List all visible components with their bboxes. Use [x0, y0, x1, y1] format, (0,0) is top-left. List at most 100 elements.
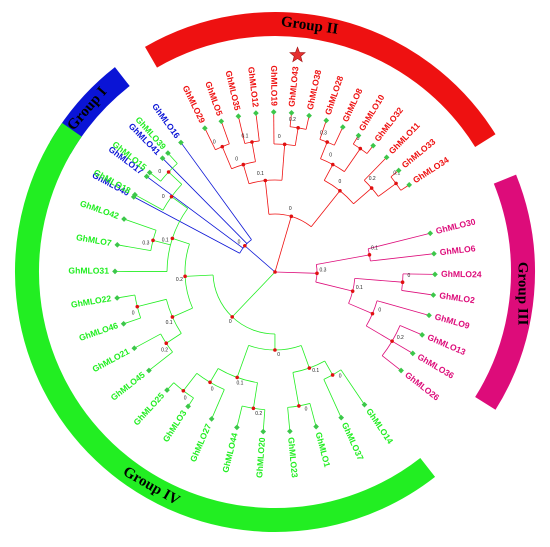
branch-line [162, 157, 248, 244]
branch-line [251, 141, 256, 162]
branch-support-label: 0.1 [162, 237, 169, 243]
group-4-arc [15, 122, 436, 532]
node-marker [296, 126, 300, 130]
branch-support-label: 0.2 [397, 335, 404, 341]
branch-support-label: 0 [213, 140, 216, 146]
node-marker [367, 253, 372, 257]
branch-line [134, 333, 161, 349]
branch-line [204, 128, 216, 150]
branch-support-label: 0 [162, 194, 165, 200]
branch-support-label: 0 [357, 136, 360, 142]
branch-line [391, 340, 413, 354]
leaf-label: GhMLO45 [109, 370, 147, 403]
node-marker [369, 186, 374, 190]
leaf-label: GhMLO35 [224, 70, 243, 112]
branch-line [149, 172, 161, 182]
branch-line [274, 271, 317, 274]
leaf-label: GhMLO43 [286, 66, 300, 108]
leaf-marker [132, 191, 138, 198]
leaf-marker [431, 250, 437, 257]
branch-support-label: 0.2 [369, 176, 376, 182]
node-marker [166, 170, 171, 174]
leaf-marker [270, 109, 277, 115]
leaf-label: GhMLO42 [79, 198, 121, 221]
branch-line [300, 345, 310, 369]
leaf-marker [355, 132, 362, 139]
leaf-label: GhMLO37 [340, 421, 366, 462]
branch-line [315, 281, 353, 292]
leaf-marker [395, 167, 402, 174]
node-marker [183, 274, 187, 279]
branch-line [316, 254, 370, 265]
leaf-marker [419, 332, 425, 338]
node-marker [170, 315, 175, 319]
leaf-marker [146, 169, 153, 176]
leaf-marker [323, 117, 330, 124]
leaf-label: GhMLO26 [403, 370, 441, 403]
branch-support-label: 0.3 [142, 240, 149, 246]
leaf-label: GhMLO1 [314, 431, 333, 468]
node-marker [251, 406, 256, 411]
group-3-label: Group III [515, 262, 531, 326]
leaf-marker [131, 345, 138, 352]
leaf-marker [430, 292, 437, 298]
leaf-marker [398, 367, 404, 374]
branch-line [183, 373, 198, 391]
branch-support-label: 0 [305, 407, 308, 413]
leaf-marker [121, 216, 127, 222]
branch-line [244, 245, 276, 273]
leaf-marker [432, 271, 438, 278]
branch-line [292, 372, 300, 406]
node-marker [243, 243, 247, 248]
leaf-label: GhMLO22 [70, 293, 112, 309]
branch-line [166, 333, 182, 344]
node-marker [230, 315, 235, 319]
leaf-label: GhMLO12 [246, 66, 261, 108]
node-marker [220, 144, 225, 149]
branch-line [117, 244, 151, 251]
node-marker [358, 146, 363, 151]
branch-support-label: 0 [229, 319, 232, 325]
branch-line [323, 164, 334, 181]
node-marker [330, 373, 335, 377]
leaf-marker [370, 142, 376, 149]
leaf-marker [114, 295, 120, 301]
leaf-marker [218, 118, 225, 125]
branch-support-label: 0 [339, 374, 342, 380]
leaf-marker [426, 312, 432, 319]
branch-line [366, 325, 393, 342]
branch-line [323, 379, 342, 418]
node-marker [164, 341, 169, 346]
node-marker [151, 238, 155, 243]
leaf-marker [146, 367, 152, 374]
branch-support-label: 0.3 [320, 130, 327, 136]
leaf-marker [185, 403, 191, 410]
branch-support-label: 0.2 [289, 117, 296, 123]
branch-line [309, 403, 317, 427]
leaf-marker [159, 155, 166, 162]
branch-line [255, 113, 260, 141]
leaf-label: GhMLO6 [439, 243, 476, 257]
branch-line [236, 345, 250, 378]
leaf-marker [338, 414, 345, 421]
branch-line [168, 171, 183, 185]
node-marker [250, 140, 254, 144]
leaf-marker [202, 125, 208, 132]
branch-line [287, 407, 291, 432]
branch-support-label: 0.1 [371, 245, 378, 251]
branch-support-label: 0 [278, 134, 281, 140]
leaf-label: GhMLO20 [254, 437, 267, 478]
branch-line [123, 317, 141, 325]
branch-line [180, 142, 252, 240]
branch-support-label: 0 [235, 156, 238, 162]
leaf-label: GhMLO31 [68, 266, 109, 276]
branch-line [172, 307, 193, 318]
node-marker [350, 289, 355, 293]
node-marker [315, 271, 319, 276]
branch-line [348, 303, 373, 315]
branch-line [399, 325, 423, 336]
branch-support-label: 0 [211, 386, 214, 392]
node-marker [307, 366, 312, 370]
leaf-label: GhMLO8 [340, 87, 364, 124]
